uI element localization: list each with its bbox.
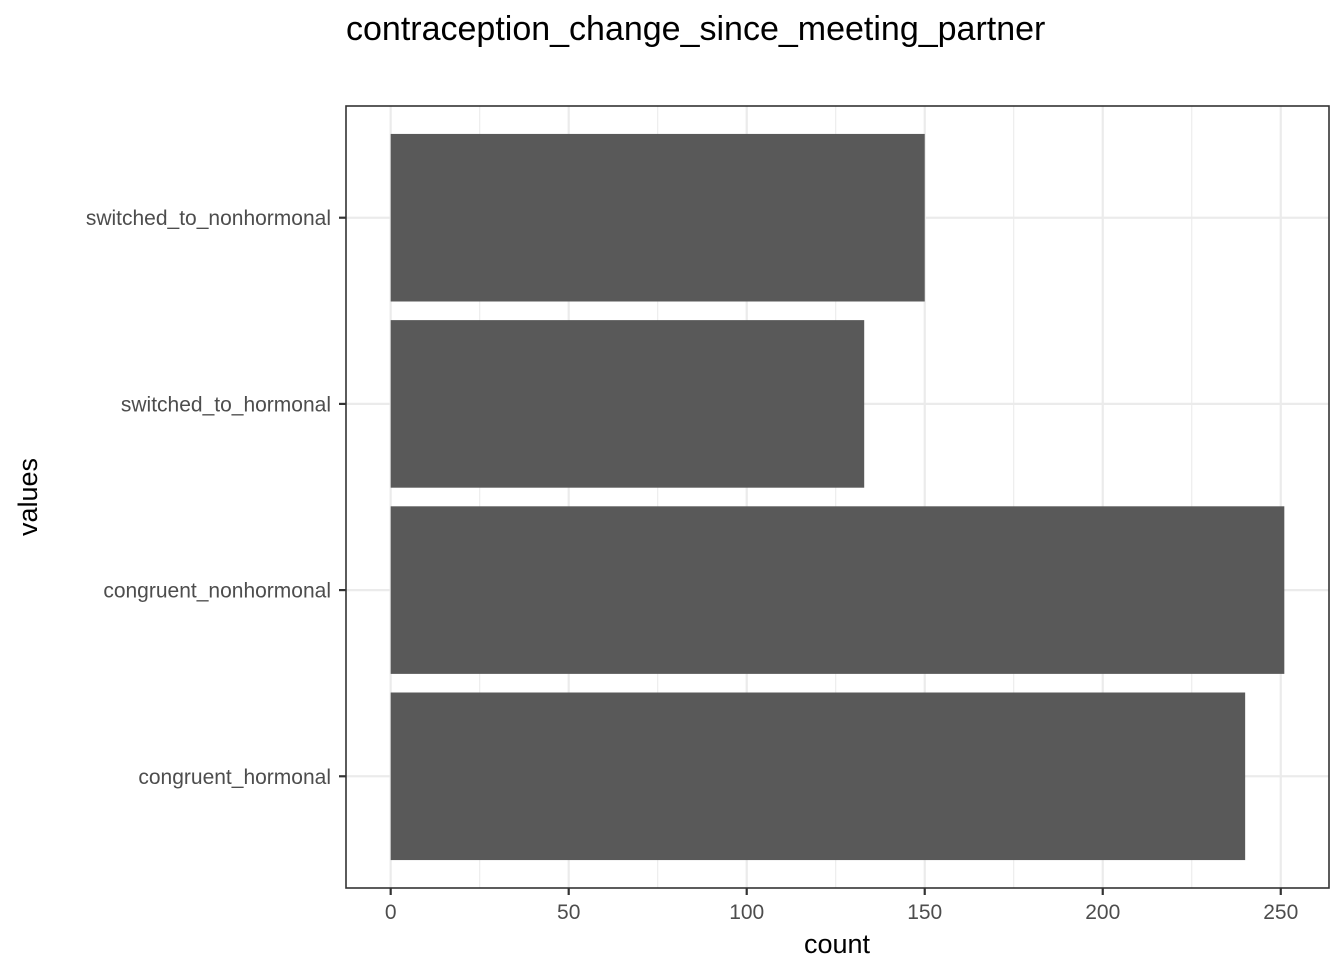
x-tick-label: 50 xyxy=(557,901,580,924)
y-tick-label: congruent_nonhormonal xyxy=(103,580,331,603)
y-tick-label: switched_to_nonhormonal xyxy=(86,207,331,230)
y-axis: congruent_hormonal congruent_nonhormonal s… xyxy=(86,207,346,789)
y-axis-title: values xyxy=(13,458,43,536)
chart-title: contraception_change_since_meeting_partn… xyxy=(346,10,1045,48)
y-tick-label: congruent_hormonal xyxy=(138,766,331,789)
x-tick-label: 250 xyxy=(1263,901,1298,924)
bar xyxy=(390,133,925,302)
bars xyxy=(390,133,1285,861)
x-axis-title: count xyxy=(804,929,871,959)
x-tick-label: 150 xyxy=(907,901,942,924)
x-tick-label: 0 xyxy=(385,901,397,924)
y-tick-label: switched_to_hormonal xyxy=(121,393,331,416)
x-axis: 0 50 100 150 200 250 xyxy=(385,888,1298,924)
x-tick-label: 100 xyxy=(729,901,764,924)
x-tick-label: 200 xyxy=(1085,901,1120,924)
bar xyxy=(390,692,1246,861)
bar xyxy=(390,320,865,488)
panel-border xyxy=(345,105,1330,889)
bar xyxy=(390,506,1285,674)
